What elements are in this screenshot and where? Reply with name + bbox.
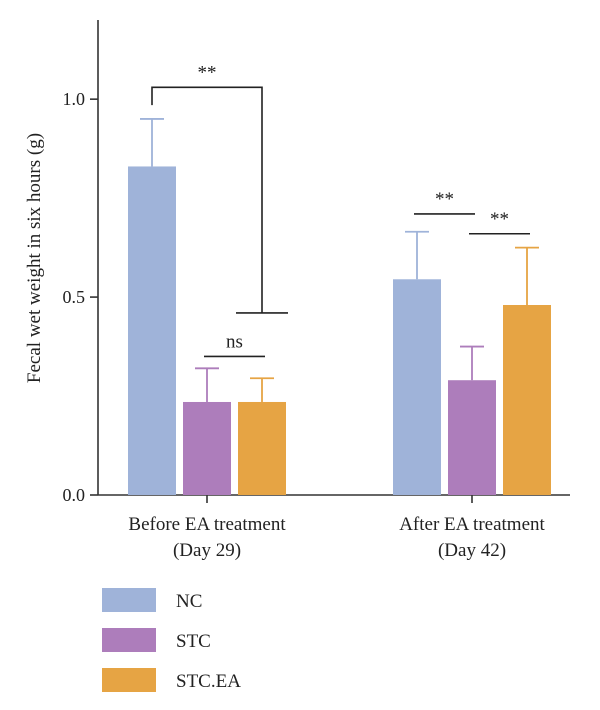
significance-label: **: [198, 62, 217, 83]
category-label-line2: (Day 42): [438, 540, 506, 561]
category-label-line1: Before EA treatment: [128, 514, 286, 535]
significance-label: **: [490, 209, 509, 230]
bar: [128, 166, 176, 496]
legend-label: STC: [176, 631, 211, 652]
axes: 0.0 0.5 1.0 Fecal wet weight in six hours (…: [24, 20, 570, 561]
bar: [238, 401, 286, 495]
legend: NC STC STC.EA: [102, 588, 241, 692]
y-tick-label: 0.0: [63, 485, 86, 505]
category-label-line1: After EA treatment: [399, 514, 545, 535]
significance-markers: ** ns ** **: [151, 62, 530, 358]
bar: [503, 305, 551, 495]
significance-bracket: [151, 86, 263, 313]
legend-label: STC.EA: [176, 671, 241, 692]
bar: [183, 401, 231, 495]
y-axis-title: Fecal wet weight in six hours (g): [24, 133, 45, 383]
significance-label: ns: [226, 331, 243, 352]
y-tick-label: 1.0: [63, 89, 86, 109]
bar: [448, 380, 496, 495]
bar: [393, 279, 441, 495]
legend-swatch: [102, 668, 156, 692]
significance-label: **: [435, 189, 454, 210]
error-bars: [140, 118, 539, 402]
bars: [128, 166, 551, 496]
legend-swatch: [102, 628, 156, 652]
category-label-line2: (Day 29): [173, 540, 241, 561]
legend-label: NC: [176, 591, 202, 612]
legend-swatch: [102, 588, 156, 612]
y-tick-label: 0.5: [63, 287, 86, 307]
